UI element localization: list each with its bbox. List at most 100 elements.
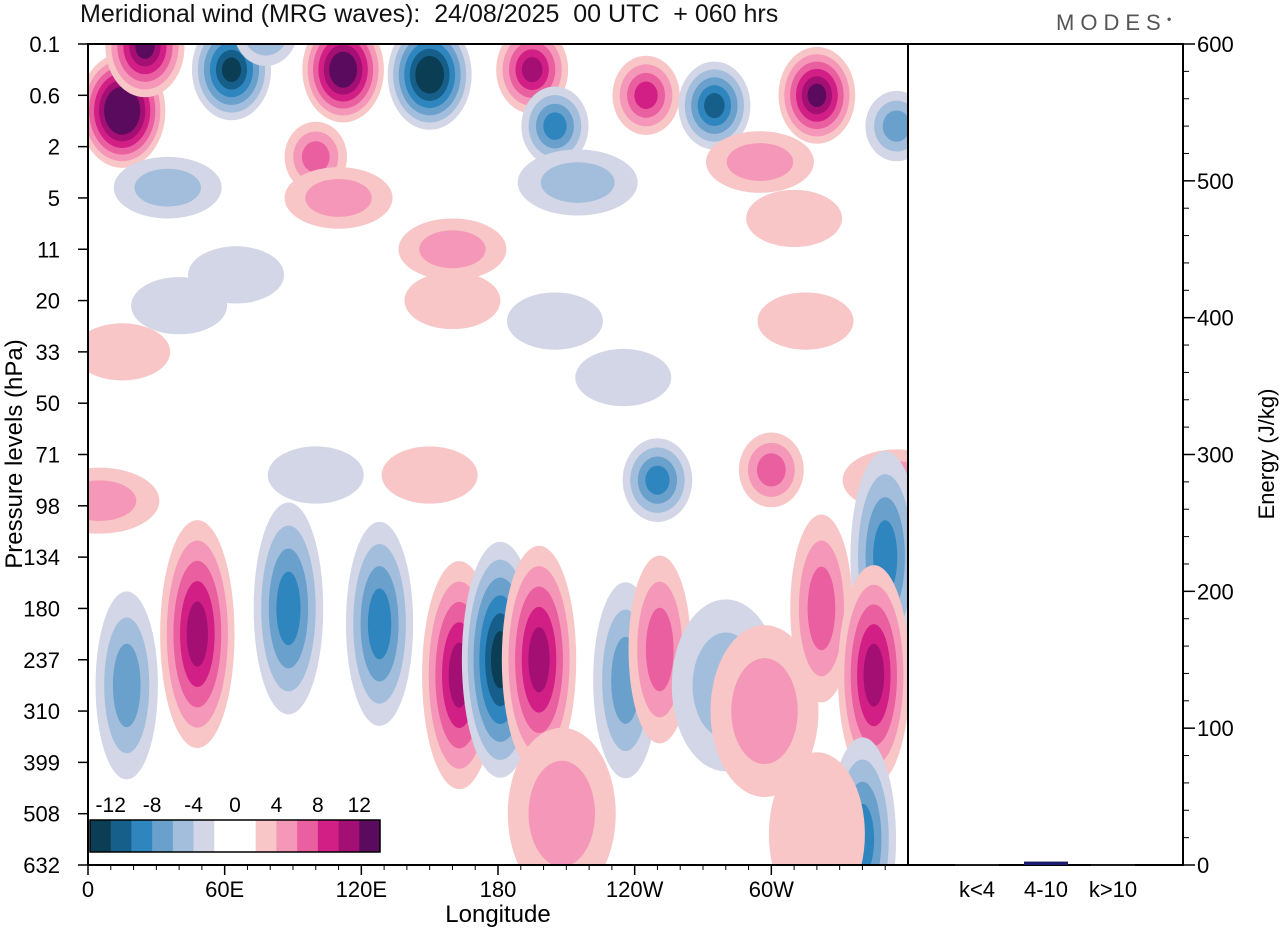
contour-level [634, 81, 658, 110]
energy-tick-label: 400 [1197, 306, 1234, 331]
colorbar-swatch [90, 820, 112, 852]
y-tick-label: 180 [23, 596, 60, 621]
colorbar-swatch [172, 820, 195, 852]
contour-level [645, 607, 674, 692]
colorbar-label: 0 [229, 794, 241, 817]
energy-category-label: k<4 [959, 877, 995, 902]
chart-title: Meridional wind (MRG waves): 24/08/2025 … [80, 0, 779, 28]
y-tick-label: 33 [36, 340, 60, 365]
wind-anomaly-negative [191, 44, 272, 121]
contour-level [757, 292, 854, 350]
colorbar-label: 12 [348, 794, 371, 817]
wind-anomaly-positive [757, 292, 854, 350]
wind-anomaly-positive [705, 131, 814, 193]
energy-panel: 0 100 200 300 400 500 600 k<4 4-10 k>10 [907, 32, 1234, 902]
contour-level [807, 566, 836, 651]
contour-level [726, 143, 794, 181]
wind-anomaly-positive [105, 44, 185, 98]
x-axis: 0 60E 120E 180 120W 60W [82, 865, 886, 902]
contour-level [540, 162, 615, 203]
y-axis: 0.1 0.6 2 5 11 20 33 50 71 98 134 180 237 310 399 508 63… [23, 32, 88, 878]
wind-anomaly-positive [746, 189, 843, 248]
y-tick-label: 98 [36, 494, 60, 519]
energy-category-label: 4-10 [1024, 877, 1068, 902]
colorbar-label: -8 [143, 794, 162, 817]
wind-anomaly-positive [778, 46, 856, 144]
wind-anomaly-negative [345, 521, 414, 726]
contour-level [528, 627, 550, 693]
x-tick-label: 180 [480, 877, 517, 902]
contour-level [882, 110, 908, 142]
colorbar-swatch [214, 820, 236, 852]
wind-anomaly-positive [404, 271, 501, 330]
wind-anomaly-negative [575, 348, 672, 407]
contour-level [768, 752, 865, 865]
contour-level [575, 348, 672, 407]
colorbar-label: 8 [312, 794, 324, 817]
contour-level [381, 446, 478, 504]
y-axis-label: Pressure levels (hPa) [1, 339, 28, 568]
colorbar-swatch [317, 820, 340, 852]
y-tick-label: 310 [23, 699, 60, 724]
y-tick-label: 632 [23, 853, 60, 878]
contour-level [404, 271, 501, 330]
wind-anomaly-negative [506, 292, 603, 350]
wind-anomaly-positive [496, 44, 569, 114]
wind-anomaly-negative [678, 61, 751, 150]
contour-level [267, 446, 364, 504]
contour-level [645, 465, 670, 495]
x-tick-label: 60W [749, 877, 794, 902]
wind-anomaly-positive [160, 520, 235, 749]
contour-level [260, 44, 272, 46]
contour-level [221, 57, 242, 82]
wind-anomaly-positive [507, 727, 616, 865]
contour-level [246, 44, 285, 56]
contour-level [521, 57, 543, 83]
wind-anomaly-positive [790, 514, 853, 703]
modes-logo: MODES● [1056, 10, 1172, 35]
wind-anomaly-positive [501, 545, 577, 774]
wind-anomaly-negative [517, 149, 638, 216]
wind-anomaly-negative [865, 90, 908, 162]
wind-anomaly-positive [710, 625, 819, 798]
contour-level [704, 93, 725, 119]
energy-tick-label: 600 [1197, 32, 1234, 57]
wind-anomaly-negative [521, 86, 589, 166]
y-tick-label: 20 [36, 289, 60, 314]
colorbar-swatch [276, 820, 298, 852]
wind-anomaly-negative [236, 44, 296, 66]
contour-level [367, 588, 392, 660]
wind-anomaly-negative [113, 156, 222, 219]
wind-anomaly-negative [253, 502, 324, 715]
wind-anomaly-positive [88, 467, 160, 534]
colorbar-swatch [338, 820, 360, 852]
colorbar-swatch [255, 820, 277, 852]
contour-level [543, 112, 567, 140]
energy-bar [1091, 864, 1135, 866]
y-tick-label: 11 [37, 237, 60, 262]
contour-level [131, 277, 228, 335]
contour-level [420, 63, 439, 87]
colorbar-swatch [131, 820, 153, 852]
contour-level [88, 480, 137, 521]
colorbar-label: -12 [96, 794, 126, 817]
contour-level [301, 141, 330, 173]
wind-anomaly-positive [768, 752, 865, 865]
contour-level [746, 189, 843, 248]
x-tick-label: 60E [205, 877, 244, 902]
contour-level [134, 168, 201, 207]
x-tick-label: 120W [606, 877, 664, 902]
wind-anomaly-positive [381, 446, 478, 504]
wind-anomaly-negative [131, 277, 228, 335]
contour-level [88, 323, 171, 381]
contour-level [528, 760, 595, 865]
colorbar: -12 -8 -4 0 4 8 12 [89, 794, 381, 853]
y-tick-label: 71 [36, 443, 60, 468]
y-tick-label: 508 [23, 802, 60, 827]
energy-tick-label: 500 [1197, 169, 1234, 194]
contour-level [305, 178, 372, 217]
energy-bar [1024, 861, 1068, 865]
wind-anomaly-positive [302, 44, 384, 123]
wind-anomaly-positive [284, 167, 393, 229]
